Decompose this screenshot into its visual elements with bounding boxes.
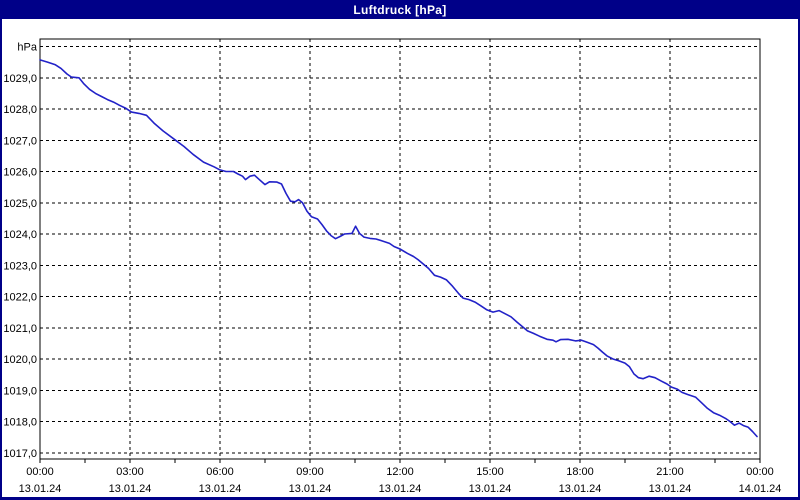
x-axis-time-label: 15:00 xyxy=(476,466,504,478)
x-axis-time-label: 09:00 xyxy=(296,466,324,478)
y-axis-label: 1025,0 xyxy=(3,198,37,210)
y-axis-label: 1026,0 xyxy=(3,167,37,179)
y-axis-label: 1018,0 xyxy=(3,417,37,429)
x-axis-date-label: 13.01.24 xyxy=(19,483,62,495)
y-axis-label: 1022,0 xyxy=(3,292,37,304)
x-axis-date-label: 13.01.24 xyxy=(109,483,152,495)
y-axis-unit-label: hPa xyxy=(17,42,37,54)
x-axis-time-label: 03:00 xyxy=(116,466,144,478)
chart-title: Luftdruck [hPa] xyxy=(353,3,447,17)
y-axis-label: 1024,0 xyxy=(3,229,37,241)
y-axis-label: 1023,0 xyxy=(3,260,37,272)
pressure-series-line xyxy=(39,59,758,438)
y-axis-label: 1028,0 xyxy=(3,104,37,116)
x-axis-time-label: 00:00 xyxy=(26,466,54,478)
plot-frame xyxy=(39,38,761,460)
y-axis-label: 1019,0 xyxy=(3,385,37,397)
title-bar: Luftdruck [hPa] xyxy=(2,2,798,19)
x-axis-time-label: 12:00 xyxy=(386,466,414,478)
x-axis-date-label: 13.01.24 xyxy=(199,483,242,495)
x-axis-date-label: 13.01.24 xyxy=(469,483,512,495)
y-axis-label: 1020,0 xyxy=(3,354,37,366)
x-axis-date-label: 13.01.24 xyxy=(649,483,692,495)
x-axis-date-label: 13.01.24 xyxy=(289,483,332,495)
y-axis-label: 1021,0 xyxy=(3,323,37,335)
x-axis-time-label: 06:00 xyxy=(206,466,234,478)
pressure-chart: hPa 1029,0 1028,0 1027,0 1026,0 1025,0 1024,0 1… xyxy=(3,38,782,495)
x-axis-date-label: 13.01.24 xyxy=(379,483,422,495)
x-axis-date-label: 13.01.24 xyxy=(559,483,602,495)
y-axis-label: 1027,0 xyxy=(3,135,37,147)
x-axis-time-label: 18:00 xyxy=(566,466,594,478)
x-axis-time-label: 21:00 xyxy=(656,466,684,478)
x-axis-date-label: 14.01.24 xyxy=(739,483,782,495)
y-axis-label: 1029,0 xyxy=(3,73,37,85)
y-axis-label: 1017,0 xyxy=(3,448,37,460)
x-axis-time-label: 00:00 xyxy=(746,466,774,478)
